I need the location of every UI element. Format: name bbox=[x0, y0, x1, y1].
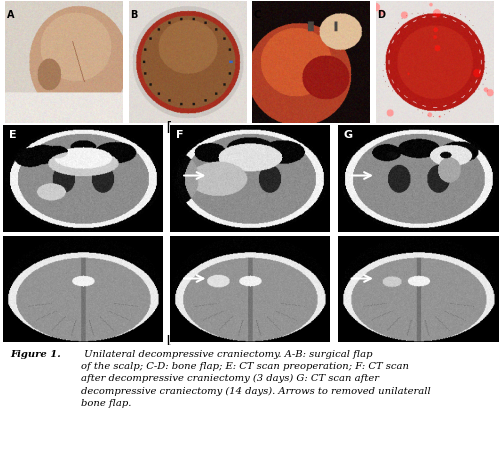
Text: E: E bbox=[9, 129, 16, 139]
Text: G: G bbox=[344, 129, 353, 139]
Text: F: F bbox=[176, 129, 184, 139]
Text: D: D bbox=[378, 10, 386, 20]
Text: B: B bbox=[130, 10, 138, 20]
Text: C: C bbox=[254, 10, 261, 20]
Text: A: A bbox=[7, 10, 14, 20]
Text: Unilateral decompressive craniectomy. A-B: surgical flap
of the scalp; C-D: bone: Unilateral decompressive craniectomy. A-… bbox=[81, 349, 430, 407]
Text: Figure 1.: Figure 1. bbox=[10, 349, 60, 358]
